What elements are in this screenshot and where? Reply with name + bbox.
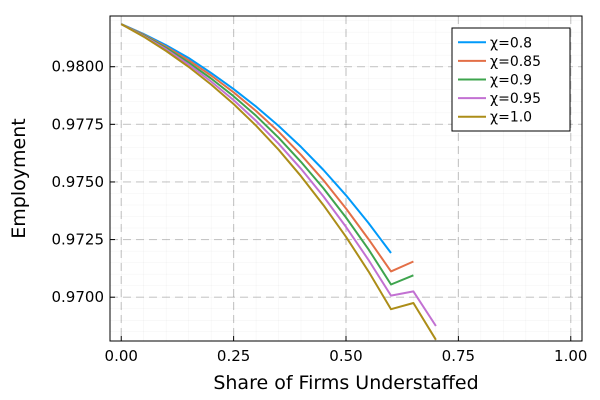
series-line-1 [120, 23, 392, 254]
legend-label: χ=0.85 [490, 54, 541, 70]
y-tick-label: 0.9800 [52, 58, 105, 76]
legend-label: χ=0.8 [490, 35, 532, 51]
legend-label: χ=0.9 [490, 73, 532, 89]
y-tick-label: 0.9700 [52, 288, 105, 306]
series-line-4 [120, 23, 437, 327]
x-tick-label: 0.75 [442, 347, 475, 365]
legend-label: χ=0.95 [490, 91, 541, 107]
series-layer [120, 23, 437, 341]
series-line-3 [120, 23, 414, 286]
legend-label: χ=1.0 [490, 110, 532, 126]
series-line-5 [120, 23, 437, 341]
y-tick-label: 0.9725 [52, 231, 105, 249]
x-axis-label: Share of Firms Understaffed [213, 372, 478, 394]
series-line-2 [120, 23, 414, 273]
axis-ticks: 0.00 0.25 0.50 0.75 1.00 0.9700 0.9725 0.9750 0.… [52, 58, 588, 365]
y-axis-label: Employment [8, 118, 30, 238]
x-tick-label: 0.00 [105, 347, 138, 365]
y-tick-label: 0.9775 [52, 115, 105, 133]
y-tick-label: 0.9750 [52, 173, 105, 191]
legend: χ=0.8 χ=0.85 χ=0.9 χ=0.95 χ=1.0 [451, 27, 571, 132]
x-tick-label: 0.50 [329, 347, 362, 365]
x-tick-label: 1.00 [554, 347, 587, 365]
x-tick-label: 0.25 [217, 347, 250, 365]
